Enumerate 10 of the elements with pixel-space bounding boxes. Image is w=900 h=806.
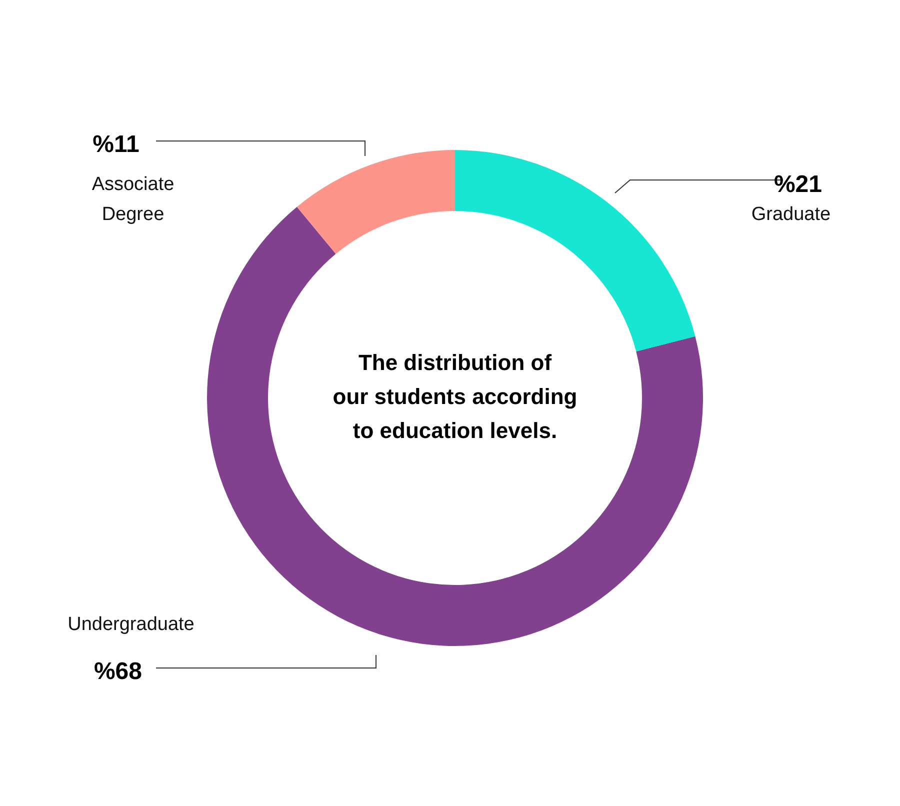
donut-slice <box>296 150 455 254</box>
data-label: %68 <box>94 658 142 685</box>
donut-slice <box>455 150 696 352</box>
data-label: %11 <box>92 131 140 158</box>
slice-label: Graduate <box>751 204 831 225</box>
slice-label: Associate Degree <box>92 174 174 225</box>
text: The distribution of our students according to education levels. <box>332 350 578 443</box>
data-label: %21 <box>774 171 822 198</box>
donut-slice <box>207 206 703 646</box>
slice-label: Undergraduate <box>68 614 194 635</box>
